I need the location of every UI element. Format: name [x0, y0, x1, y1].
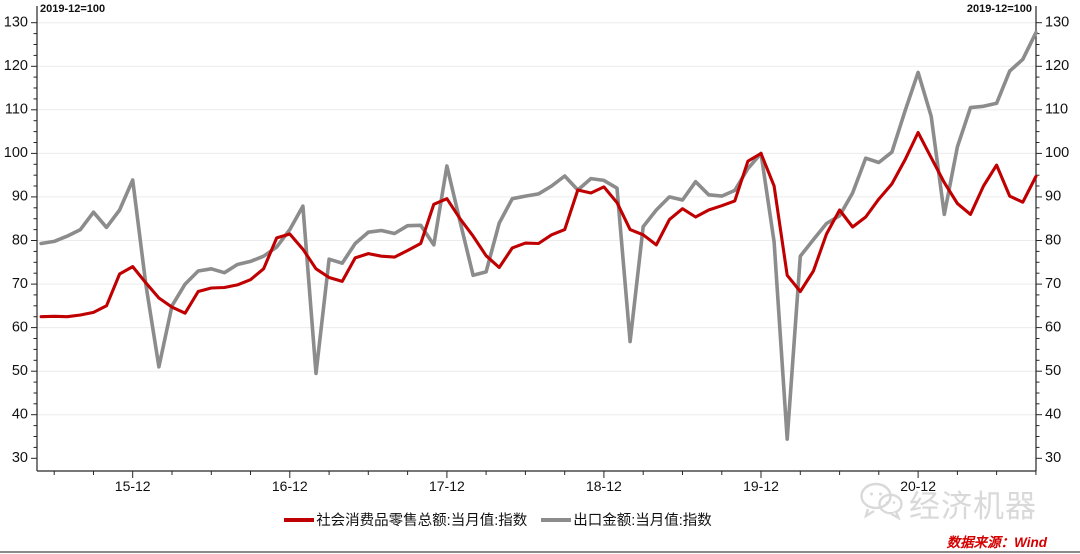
axes: 30 30 40 40 50 50 60 60 70 70 80 80 90 90 100 100 110 110…	[4, 6, 1069, 494]
y-axis-label-left: 110	[5, 102, 28, 118]
chart-legend: 社会消费品零售总额:当月值:指数 出口金额:当月值:指数	[0, 509, 1038, 530]
legend-item-retail: 社会消费品零售总额:当月值:指数	[284, 509, 527, 530]
y-axis-label-left: 130	[4, 15, 28, 31]
legend-item-export: 出口金额:当月值:指数	[541, 509, 712, 530]
y-axis-label-left: 90	[12, 189, 28, 205]
y-axis-label-right: 50	[1045, 363, 1061, 379]
index-base-note-left: 2019-12=100	[40, 3, 106, 15]
legend-label-retail: 社会消费品零售总额:当月值:指数	[316, 513, 528, 529]
y-axis-label-right: 110	[1045, 102, 1068, 118]
series-line-export	[39, 30, 1038, 441]
y-axis-label-left: 120	[4, 58, 28, 74]
wechat-chat-bubbles-icon	[859, 482, 903, 525]
series-line-retail	[39, 130, 1038, 319]
bottom-divider	[0, 551, 1080, 553]
legend-label-export: 出口金额:当月值:指数	[573, 513, 712, 529]
x-axis-label: 15-12	[115, 478, 151, 494]
y-axis-label-left: 60	[12, 319, 28, 335]
y-axis-label-left: 50	[12, 363, 28, 379]
legend-swatch-export	[541, 517, 572, 522]
x-axis-label: 17-12	[429, 478, 465, 494]
y-axis-label-left: 40	[12, 407, 28, 423]
x-axis-label: 16-12	[272, 478, 308, 494]
y-axis-label-right: 40	[1045, 407, 1061, 423]
y-axis-label-right: 90	[1045, 189, 1061, 205]
y-axis-label-right: 60	[1045, 319, 1061, 335]
watermark-text: 经济机器	[909, 489, 1037, 524]
index-base-note-right: 2019-12=100	[966, 3, 1032, 15]
x-axis-label: 20-12	[900, 478, 936, 494]
y-axis-label-left: 100	[4, 145, 28, 161]
y-axis-label-left: 30	[12, 450, 28, 466]
y-axis-label-right: 100	[1045, 145, 1069, 161]
y-axis-label-right: 30	[1045, 450, 1061, 466]
x-axis-label: 18-12	[586, 478, 622, 494]
y-axis-label-right: 70	[1045, 276, 1061, 292]
watermark: 经济机器	[859, 481, 1037, 526]
y-axis-label-right: 120	[1045, 58, 1069, 74]
data-source-note: 数据来源：Wind	[946, 535, 1047, 550]
y-axis-label-left: 70	[12, 276, 28, 292]
y-axis-label-left: 80	[12, 232, 28, 248]
x-axis-label: 19-12	[743, 478, 779, 494]
y-axis-label-right: 130	[1045, 15, 1069, 31]
legend-swatch-retail	[284, 517, 315, 522]
y-axis-label-right: 80	[1045, 232, 1061, 248]
